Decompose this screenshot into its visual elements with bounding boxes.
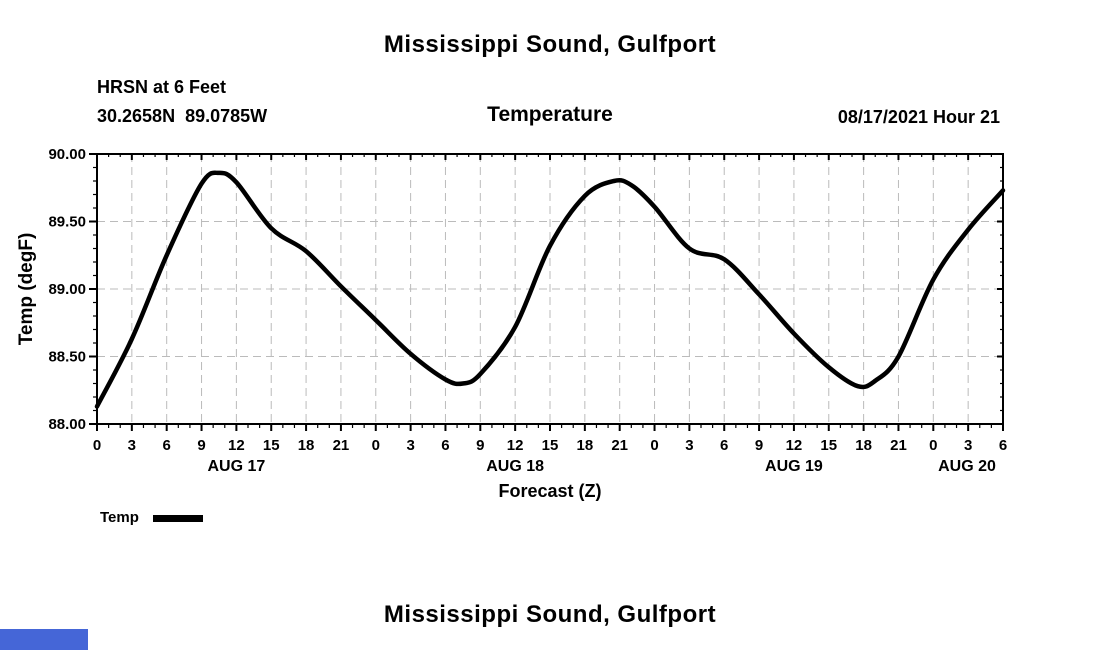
x-tick-label: 6 (163, 437, 171, 454)
x-date-label: AUG 17 (207, 458, 265, 475)
x-date-label: AUG 20 (938, 458, 996, 475)
temp-curve (94, 170, 1006, 409)
legend: Temp (100, 509, 203, 526)
x-tick-label: 18 (298, 437, 315, 454)
forecast-datetime: 08/17/2021 Hour 21 (837, 107, 1000, 127)
station-coordinates: 30.2658N 89.0785W (97, 106, 268, 126)
x-tick-label: 0 (650, 437, 658, 454)
y-tick-label: 89.00 (48, 281, 86, 298)
station-name: HRSN at 6 Feet (97, 77, 227, 97)
x-date-label: AUG 19 (765, 458, 823, 475)
x-tick-label: 3 (685, 437, 693, 454)
x-tick-label: 6 (999, 437, 1007, 454)
x-tick-label: 12 (786, 437, 803, 454)
x-axis-title: Forecast (Z) (498, 481, 602, 501)
page-title: Mississippi Sound, Gulfport (383, 31, 717, 58)
y-tick-label: 90.00 (48, 146, 86, 163)
legend-label: Temp (100, 509, 139, 526)
y-tick-label: 88.50 (48, 349, 86, 366)
x-tick-label: 0 (929, 437, 937, 454)
x-tick-label: 9 (755, 437, 763, 454)
x-tick-label: 3 (964, 437, 972, 454)
x-tick-label: 9 (197, 437, 205, 454)
x-tick-label: 18 (577, 437, 594, 454)
x-tick-label: 3 (128, 437, 136, 454)
page-title-bottom: Mississippi Sound, Gulfport (383, 601, 717, 628)
x-tick-label: 0 (93, 437, 101, 454)
x-tick-label: 12 (507, 437, 524, 454)
x-tick-label: 21 (333, 437, 350, 454)
x-tick-label: 3 (406, 437, 414, 454)
x-tick-label: 15 (542, 437, 559, 454)
x-tick-label: 0 (372, 437, 380, 454)
x-tick-label: 21 (890, 437, 907, 454)
x-tick-label: 6 (441, 437, 449, 454)
x-tick-label: 6 (720, 437, 728, 454)
x-tick-label: 15 (263, 437, 280, 454)
y-tick-label: 89.50 (48, 214, 86, 231)
x-tick-label: 12 (228, 437, 245, 454)
x-date-label: AUG 18 (486, 458, 544, 475)
x-tick-label: 18 (855, 437, 872, 454)
x-tick-label: 21 (611, 437, 628, 454)
x-tick-label: 15 (820, 437, 837, 454)
chart-heading: Temperature (487, 103, 613, 126)
y-tick-label: 88.00 (48, 416, 86, 433)
legend-line-swatch (152, 515, 203, 522)
bottom-left-blue-bar (0, 629, 88, 650)
x-tick-label: 9 (476, 437, 484, 454)
